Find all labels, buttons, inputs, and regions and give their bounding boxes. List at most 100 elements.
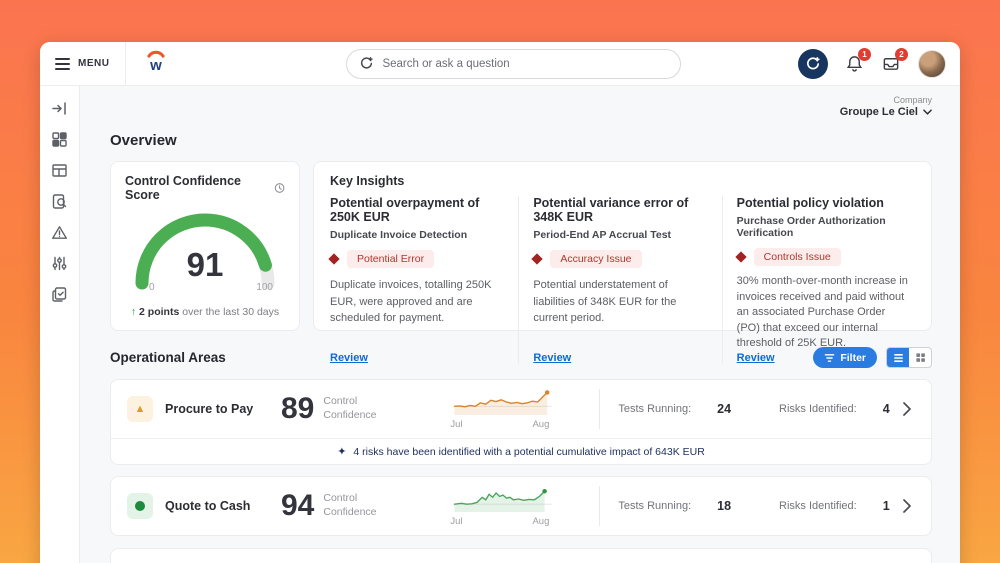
chevron-down-icon: [923, 109, 932, 115]
view-toggle: [886, 347, 932, 368]
insight-item: Potential policy violation Purchase Orde…: [721, 196, 915, 365]
filter-label: Filter: [840, 351, 866, 364]
grid-view-button[interactable]: [909, 348, 931, 367]
key-insights-title: Key Insights: [330, 174, 405, 188]
insight-body: Duplicate invoices, totalling 250K EUR, …: [330, 279, 492, 324]
issue-badge: Accuracy Issue: [550, 250, 642, 268]
chevron-right-icon: [903, 402, 911, 416]
tests-running-value: 18: [717, 499, 732, 513]
warning-status-icon: ▲: [127, 396, 153, 422]
top-bar: MENU w: [40, 42, 960, 86]
filter-button[interactable]: Filter: [813, 347, 877, 368]
svg-text:w: w: [150, 57, 163, 74]
confidence-gauge: 91 0 100: [125, 210, 285, 302]
sparkline-end-month: Aug: [532, 418, 550, 430]
list-view-icon: [893, 353, 903, 362]
notifications-button[interactable]: 1: [845, 48, 871, 73]
risk-summary-banner: ✦ 4 risks have been identified with a po…: [111, 438, 931, 464]
table-layout-icon[interactable]: [51, 162, 68, 179]
insight-subheading: Duplicate Invoice Detection: [330, 229, 468, 241]
hamburger-icon: [55, 57, 70, 70]
insight-item: Potential variance error of 348K EUR Per…: [518, 196, 721, 365]
company-selector[interactable]: Company Groupe Le Ciel: [840, 95, 932, 118]
company-value: Groupe Le Ciel: [839, 106, 918, 118]
menu-label: MENU: [78, 58, 110, 69]
key-insights-card: Key Insights Potential overpayment of 25…: [313, 161, 932, 365]
next-area-card-partial: [110, 548, 932, 563]
operational-areas-title: Operational Areas: [110, 350, 226, 365]
assistant-search-icon: [359, 56, 374, 71]
search-input[interactable]: [382, 57, 669, 70]
risks-identified-value: 4: [882, 402, 890, 416]
top-right-icons: 1 2: [798, 48, 960, 79]
score-trend: ↑ 2 points over the last 30 days: [125, 306, 285, 318]
sparkline-start-month: Jul: [450, 418, 463, 430]
insight-heading: Potential overpayment of 250K EUR: [330, 196, 480, 224]
confidence-sparkline: Jul Aug: [447, 389, 559, 430]
sparkline-start-month: Jul: [450, 515, 463, 527]
area-score-label: Control Confidence: [323, 492, 377, 518]
area-score: 94: [281, 489, 315, 522]
expand-sidebar-icon[interactable]: [51, 100, 68, 117]
notifications-badge: 1: [858, 48, 871, 61]
sliders-icon[interactable]: [51, 255, 68, 272]
row-expand-chevron[interactable]: [899, 495, 915, 517]
insight-heading: Potential variance error of 348K EUR: [533, 196, 689, 224]
tests-running-value: 24: [717, 402, 732, 416]
page-title: Overview: [110, 132, 177, 149]
risk-diamond-icon: [734, 251, 747, 263]
operational-area-row-quote-to-cash[interactable]: Quote to Cash 94 Control Confidence Jul …: [110, 476, 932, 536]
operational-area-row-procure-to-pay[interactable]: ▲ Procure to Pay 89 Control Confidence J…: [110, 379, 932, 465]
search-bar[interactable]: [346, 48, 682, 79]
warning-triangle-icon[interactable]: [51, 224, 68, 241]
dashboard-grid-icon[interactable]: [51, 131, 68, 148]
sparkline-end-month: Aug: [532, 515, 550, 527]
trend-highlight: 2 points: [139, 306, 180, 318]
healthy-status-icon: [127, 493, 153, 519]
row-divider: [599, 389, 601, 429]
inbox-tray-icon: [883, 58, 899, 70]
company-label: Company: [893, 95, 932, 105]
chevron-right-icon: [903, 499, 911, 513]
insight-body: 30% month-over-month increase in invoice…: [736, 275, 908, 350]
insight-subheading: Purchase Order Authorization Verificatio…: [736, 215, 886, 239]
tests-running-label: Tests Running:: [618, 500, 692, 512]
workday-logo[interactable]: w: [142, 47, 170, 80]
trend-up-arrow-icon: ↑: [130, 306, 137, 318]
list-view-button[interactable]: [887, 348, 909, 367]
insight-heading: Potential policy violation: [736, 196, 884, 210]
area-name: Quote to Cash: [165, 499, 251, 513]
confidence-sparkline: Jul Aug: [447, 486, 559, 527]
risks-identified-label: Risks Identified:: [779, 500, 857, 512]
area-score: 89: [281, 392, 315, 425]
score-card-title: Control Confidence Score: [125, 174, 241, 202]
user-avatar[interactable]: [918, 49, 946, 78]
insight-subheading: Period-End AP Accrual Test: [533, 229, 672, 241]
row-divider: [599, 486, 601, 526]
review-link[interactable]: Review: [736, 352, 775, 365]
filter-funnel-icon: [825, 353, 835, 362]
inbox-button[interactable]: 2: [881, 48, 908, 73]
sparkle-icon: ✦: [337, 446, 347, 458]
review-link[interactable]: Review: [330, 352, 368, 365]
risks-identified-value: 1: [882, 499, 890, 513]
area-name: Procure to Pay: [165, 402, 254, 416]
trend-text: over the last 30 days: [182, 306, 280, 318]
row-expand-chevron[interactable]: [899, 398, 915, 420]
documents-check-icon[interactable]: [51, 286, 68, 303]
header-divider: [125, 42, 127, 85]
document-search-icon[interactable]: [51, 193, 68, 210]
confidence-score-value: 91: [186, 246, 224, 283]
insight-item: Potential overpayment of 250K EUR Duplic…: [328, 196, 518, 365]
area-score-label: Control Confidence: [323, 395, 377, 421]
main-content: Company Groupe Le Ciel Overview Control …: [80, 86, 960, 563]
menu-button[interactable]: MENU: [40, 42, 125, 85]
inbox-badge: 2: [895, 48, 908, 61]
review-link[interactable]: Review: [533, 352, 572, 365]
control-confidence-score-card: Control Confidence Score 91 0 100 ↑: [110, 161, 300, 331]
assistant-button[interactable]: [798, 48, 828, 79]
risk-diamond-icon: [328, 253, 340, 265]
issue-badge: Potential Error: [347, 250, 435, 268]
gauge-max-label: 100: [256, 282, 273, 293]
risk-diamond-icon: [531, 253, 543, 265]
